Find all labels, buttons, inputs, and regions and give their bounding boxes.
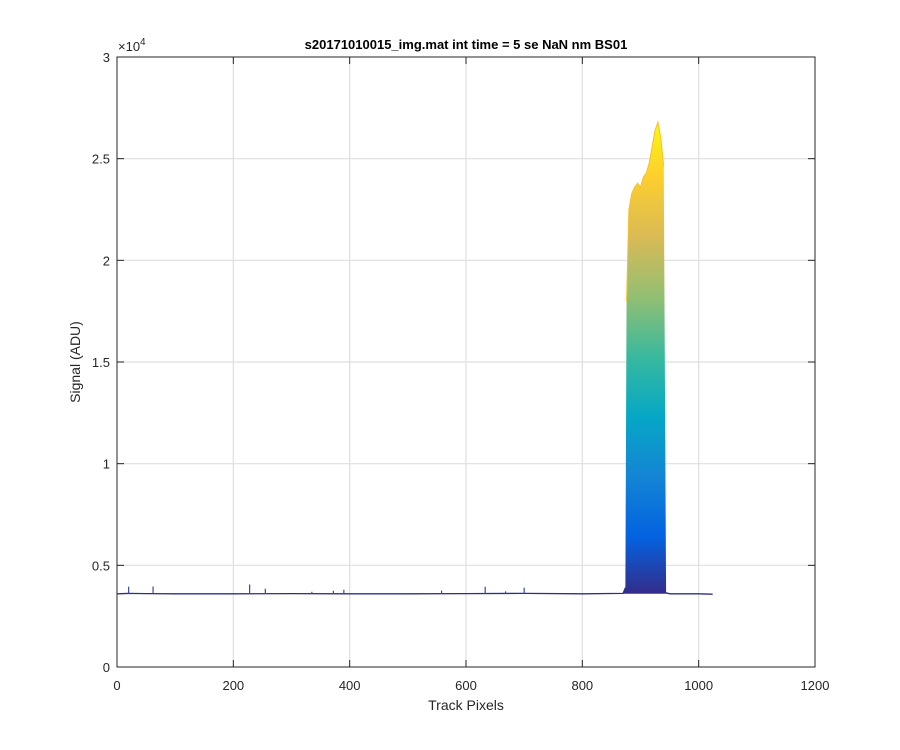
y-tick-label: 0.5 xyxy=(92,558,110,573)
grid-lines xyxy=(117,57,815,667)
x-tick-label: 400 xyxy=(339,678,361,693)
data-series xyxy=(117,120,713,595)
x-tick-label: 1000 xyxy=(684,678,713,693)
y-axis-label: Signal (ADU) xyxy=(67,321,83,403)
y-axis-exponent-power: 4 xyxy=(140,37,146,48)
x-axis-label: Track Pixels xyxy=(428,697,504,713)
y-axis-exponent: ×10 4 xyxy=(118,37,146,54)
x-tick-label: 800 xyxy=(571,678,593,693)
x-tick-label: 600 xyxy=(455,678,477,693)
y-tick-label: 1.5 xyxy=(92,355,110,370)
tick-labels: 0 200 400 600 800 1000 1200 0 0.5 1 1.5 2 2.5 3 xyxy=(92,50,830,693)
chart-title: s20171010015_img.mat int time = 5 se NaN… xyxy=(305,37,628,52)
signal-peak-edge xyxy=(626,120,665,302)
signal-area xyxy=(117,122,713,595)
x-tick-label: 1200 xyxy=(801,678,830,693)
y-axis-exponent-base: ×10 xyxy=(118,39,140,54)
y-tick-label: 1 xyxy=(103,457,110,472)
y-tick-label: 2 xyxy=(103,253,110,268)
tick-marks xyxy=(116,56,816,668)
x-tick-label: 200 xyxy=(222,678,244,693)
signal-baseline xyxy=(665,592,713,595)
y-tick-label: 3 xyxy=(103,50,110,65)
x-tick-label: 0 xyxy=(113,678,120,693)
y-tick-label: 0 xyxy=(103,660,110,675)
y-tick-label: 2.5 xyxy=(92,152,110,167)
signal-baseline xyxy=(117,587,626,595)
